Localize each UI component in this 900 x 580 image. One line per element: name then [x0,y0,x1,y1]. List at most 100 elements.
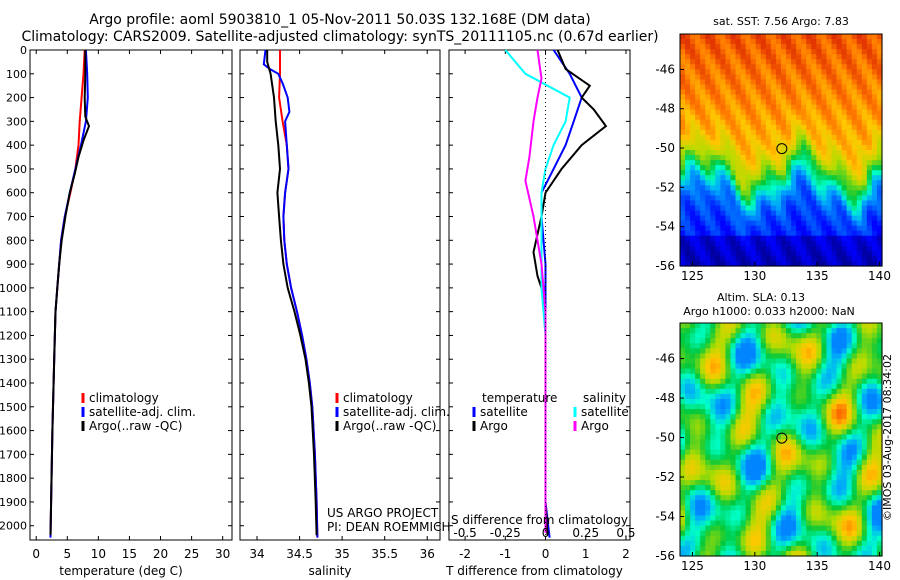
heatmap-cell [816,500,822,506]
heatmap-cell [715,220,721,227]
heatmap-cell [786,74,792,80]
heatmap-cell [720,49,727,55]
heatmap-cell [871,129,878,136]
heatmap-cell [851,205,858,212]
heatmap-cell [715,180,721,186]
heatmap-cell [871,109,878,116]
heatmap-cell [710,419,716,425]
heatmap-cell [816,469,822,476]
heatmap-cell [801,333,807,339]
heatmap-cell [866,144,873,151]
heatmap-cell [740,39,747,45]
heatmap-cell [796,459,802,466]
heatmap-cell [770,200,777,207]
heatmap-cell [765,79,772,86]
heatmap-cell [775,495,782,501]
heatmap-cell [866,69,873,75]
heatmap-cell [710,495,716,501]
heatmap-cell [755,144,762,151]
heatmap-cell [710,469,716,476]
heatmap-cell [856,160,863,166]
heatmap-cell [750,525,757,532]
heatmap-cell [715,434,721,441]
heatmap-cell [695,99,701,106]
heatmap-cell [730,94,737,101]
heatmap-cell [740,185,747,191]
heatmap-cell [750,495,757,501]
heatmap-cell [781,64,787,70]
heatmap-cell [770,490,777,496]
heatmap-cell [705,404,711,410]
heatmap-cell [735,358,742,365]
heatmap-cell [680,469,686,476]
heatmap-cell [871,210,878,217]
heatmap-cell [695,210,701,217]
heatmap-cell [856,439,863,446]
heatmap-cell [720,39,727,45]
heatmap-cell [816,260,822,267]
heatmap-cell [851,250,858,257]
heatmap-cell [725,200,732,207]
heatmap-cell [720,99,727,106]
heatmap-cell [846,119,853,126]
heatmap-cell [836,550,843,557]
heatmap-cell [841,500,848,506]
heatmap-cell [791,165,797,171]
heatmap-cell [841,368,848,375]
heatmap-cell [740,323,747,329]
heatmap-cell [735,195,742,202]
heatmap-cell [876,363,883,370]
heatmap-cell [786,419,792,425]
heatmap-cell [841,469,848,476]
s-tick-label: 0 [542,526,550,540]
heatmap-cell [861,205,868,212]
heatmap-cell [775,99,782,106]
heatmap-cell [685,500,691,506]
heatmap-cell [861,79,868,86]
heatmap-cell [745,424,752,430]
heatmap-cell [680,525,686,532]
heatmap-cell [765,333,772,339]
heatmap-cell [876,84,883,91]
heatmap-cell [831,469,838,476]
heatmap-cell [770,550,777,557]
heatmap-cell [740,333,747,339]
heatmap-cell [770,373,777,380]
heatmap-cell [715,393,721,400]
heatmap-cell [685,165,691,171]
heatmap-cell [781,378,787,385]
heatmap-cell [770,195,777,202]
heatmap-cell [851,94,858,101]
heatmap-cell [770,129,777,136]
heatmap-cell [685,485,691,491]
heatmap-cell [786,409,792,415]
heatmap-cell [770,353,777,360]
x-tick-label: 1 [582,547,590,561]
heatmap-cell [705,185,711,191]
x-tick-label: 10 [91,547,106,561]
heatmap-cell [755,215,762,222]
heatmap-cell [730,474,737,481]
heatmap-cell [730,393,737,400]
heatmap-cell [720,59,727,65]
heatmap-cell [760,515,767,522]
heatmap-cell [690,200,696,207]
heatmap-cell [791,74,797,80]
heatmap-cell [856,89,863,96]
heatmap-cell [685,245,691,252]
heatmap-cell [750,44,757,50]
heatmap-cell [786,459,792,466]
heatmap-cell [760,545,767,552]
heatmap-cell [856,333,863,339]
heatmap-cell [715,104,721,111]
heatmap-cell [861,333,868,339]
heatmap-cell [725,89,732,96]
heatmap-cell [846,225,853,232]
heatmap-cell [806,99,812,106]
heatmap-cell [720,480,727,486]
heatmap-cell [836,165,843,171]
heatmap-cell [796,79,802,86]
heatmap-cell [745,205,752,212]
heatmap-cell [725,439,732,446]
heatmap-cell [760,119,767,126]
